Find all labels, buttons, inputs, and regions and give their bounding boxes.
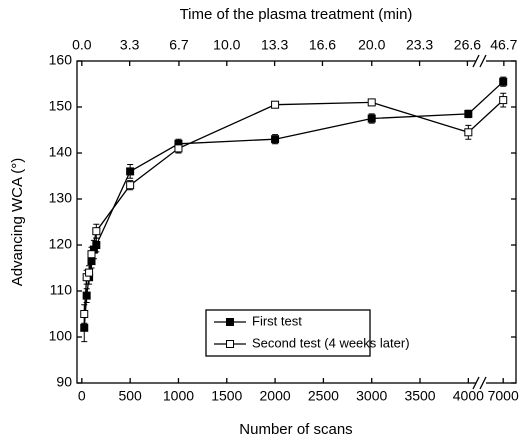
top-tick-label: 13.3	[261, 37, 288, 53]
plot-frame	[76, 60, 517, 384]
marker	[464, 109, 473, 118]
marker	[499, 77, 508, 86]
series	[80, 76, 508, 343]
x-axis-title: Number of scans	[239, 421, 352, 438]
marker	[126, 181, 135, 190]
marker	[80, 310, 89, 318]
top-tick-label: 16.6	[309, 37, 336, 53]
y-tick-label: 120	[49, 236, 73, 252]
top-tick-label: 10.0	[213, 37, 240, 53]
marker	[82, 291, 91, 300]
top-tick-label: 23.3	[406, 37, 433, 53]
x-tick-label: 0	[78, 388, 86, 404]
x-tick-label: 2000	[260, 388, 291, 404]
marker	[126, 167, 135, 176]
top-axis-title: Time of the plasma treatment (min)	[180, 6, 413, 23]
legend-marker	[226, 318, 234, 326]
top-tick-label: 26.6	[454, 37, 481, 53]
x-tick-label: 1000	[163, 388, 194, 404]
top-tick-label: 3.3	[120, 37, 140, 53]
y-tick-label: 160	[49, 52, 73, 68]
x-tick-label: 1500	[211, 388, 242, 404]
legend-marker	[226, 340, 234, 348]
marker	[367, 114, 376, 123]
marker	[174, 144, 183, 153]
x-tick-label: 3000	[356, 388, 387, 404]
legend-label: First test	[252, 313, 302, 328]
marker	[85, 268, 94, 277]
marker	[271, 100, 280, 109]
top-tick-label: 6.7	[169, 37, 189, 53]
legend: First test Second test (4 weeks later)	[205, 309, 410, 357]
marker	[87, 250, 96, 259]
top-tick-label: 46.7	[490, 37, 517, 53]
marker	[464, 128, 473, 137]
marker	[92, 227, 101, 236]
y-tick-label: 90	[56, 374, 72, 390]
y-axis-title: Advancing WCA (°)	[9, 158, 26, 287]
x-tick-label: 2500	[308, 388, 339, 404]
top-tick-label: 20.0	[358, 37, 385, 53]
series-line	[83, 99, 504, 315]
marker	[271, 135, 280, 144]
marker	[80, 323, 89, 332]
series-line	[83, 81, 504, 328]
legend-box	[205, 309, 371, 357]
x-tick-label: 7000	[488, 388, 519, 404]
marker	[367, 98, 376, 107]
y-tick-label: 140	[49, 144, 73, 160]
axis-break	[472, 54, 487, 390]
marker	[499, 96, 508, 105]
y-tick-label: 130	[49, 190, 73, 206]
x-tick-label: 3500	[404, 388, 435, 404]
series	[80, 92, 508, 324]
legend-label: Second test (4 weeks later)	[252, 335, 410, 350]
top-tick-label: 0.0	[72, 37, 92, 53]
y-tick-label: 110	[50, 282, 73, 298]
y-tick-label: 100	[49, 328, 73, 344]
y-tick-label: 150	[49, 98, 73, 114]
x-tick-label: 4000	[453, 388, 484, 404]
x-tick-label: 500	[118, 388, 142, 404]
